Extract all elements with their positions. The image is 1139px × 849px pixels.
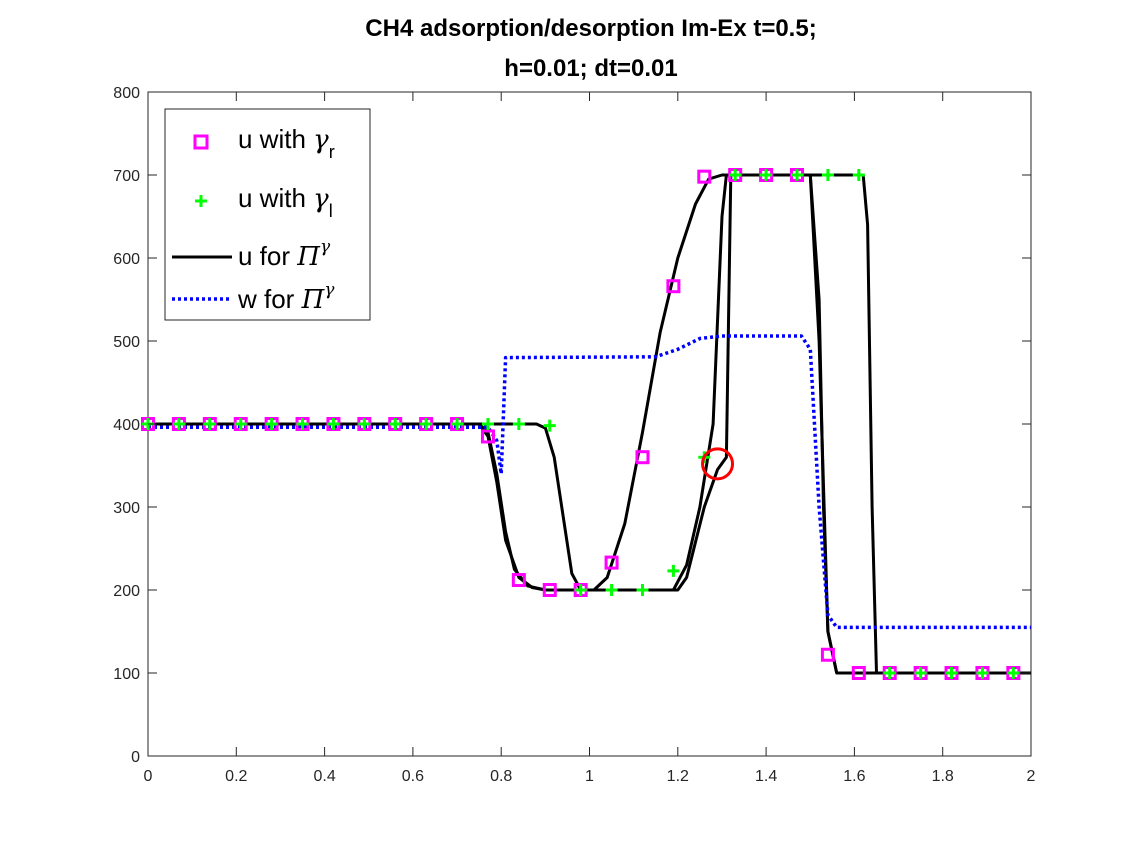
gamma-r-marker (604, 555, 619, 570)
y-tick-label: 200 (113, 583, 140, 600)
gamma-r-marker (697, 169, 712, 184)
legend-swatch-gamma-r (193, 134, 209, 150)
gamma-l-marker (883, 667, 896, 679)
x-tick-label: 0.4 (313, 768, 335, 785)
chart-subtitle: h=0.01; dt=0.01 (504, 55, 677, 82)
gamma-l-marker (327, 418, 340, 430)
y-tick-label: 500 (113, 334, 140, 351)
y-tick-label: 700 (113, 168, 140, 185)
gamma-l-marker (420, 418, 433, 430)
gamma-l-marker (389, 418, 402, 430)
x-tick-label: 0.2 (225, 768, 247, 785)
x-tick-label: 0 (144, 768, 153, 785)
gamma-r-marker (635, 450, 650, 465)
legend-swatch-gamma-l (195, 195, 207, 207)
gamma-r-marker (480, 429, 495, 444)
gamma-l-marker (203, 418, 216, 430)
x-tick-label: 2 (1027, 768, 1036, 785)
x-tick-label: 1.4 (755, 768, 777, 785)
x-tick-label: 0.6 (402, 768, 424, 785)
gamma-r-marker (851, 666, 866, 680)
chart-title: CH4 adsorption/desorption Im-Ex t=0.5; (365, 15, 816, 42)
x-tick-label: 1 (585, 768, 594, 785)
x-tick-label: 1.2 (667, 768, 689, 785)
gamma-l-marker (945, 667, 958, 679)
x-tick-label: 1.6 (843, 768, 865, 785)
gamma-l-marker (667, 564, 680, 577)
gamma-l-marker (481, 418, 494, 430)
gamma-l-marker (605, 584, 618, 596)
gamma-l-marker (543, 419, 556, 432)
gamma-l-marker (821, 169, 834, 181)
y-tick-label: 800 (113, 85, 140, 102)
gamma-l-marker (852, 169, 865, 181)
gamma-l-marker (234, 418, 247, 430)
legend: u with γru with γlu for Πγw for Πγ (164, 108, 371, 321)
legend-label: u for Πγ (238, 237, 331, 272)
gamma-l-marker (451, 418, 464, 430)
gamma-l-marker (791, 169, 804, 181)
gamma-l-marker (512, 418, 525, 430)
x-tick-label: 0.8 (490, 768, 512, 785)
gamma-l-marker (636, 584, 649, 596)
gamma-l-marker (976, 667, 989, 679)
legend-label: w for Πγ (237, 280, 335, 315)
gamma-r-marker (511, 573, 526, 588)
gamma-r-marker (666, 279, 681, 294)
gamma-l-marker (296, 418, 309, 430)
annotation-layer (701, 447, 735, 481)
x-tick-label: 1.8 (932, 768, 954, 785)
highlight-circle (701, 447, 735, 481)
y-tick-label: 400 (113, 417, 140, 434)
gamma-l-marker (574, 584, 587, 596)
legend-box (164, 108, 371, 321)
gamma-l-marker (1007, 667, 1020, 679)
gamma-l-marker (172, 418, 185, 430)
gamma-r-marker (820, 647, 835, 662)
gamma-l-marker (358, 418, 371, 430)
gamma-r-marker (542, 583, 557, 597)
gamma-l-marker (914, 667, 927, 679)
y-tick-label: 100 (113, 666, 140, 683)
series-layer (141, 168, 1031, 680)
u-series-line (148, 173, 1031, 675)
y-tick-label: 600 (113, 251, 140, 268)
gamma-l-marker (729, 169, 742, 181)
gamma-l-marker (265, 418, 278, 430)
w-series-line (148, 334, 1031, 630)
y-tick-label: 0 (131, 749, 140, 766)
y-tick-label: 300 (113, 500, 140, 517)
u-series-line (148, 173, 1031, 675)
ticks-layer: 0 0.2 0.4 0.6 0.8 1 1.2 1.4 1.6 1.8 2 0 100 200 300 400… (113, 85, 1035, 785)
gamma-l-marker (760, 169, 773, 181)
